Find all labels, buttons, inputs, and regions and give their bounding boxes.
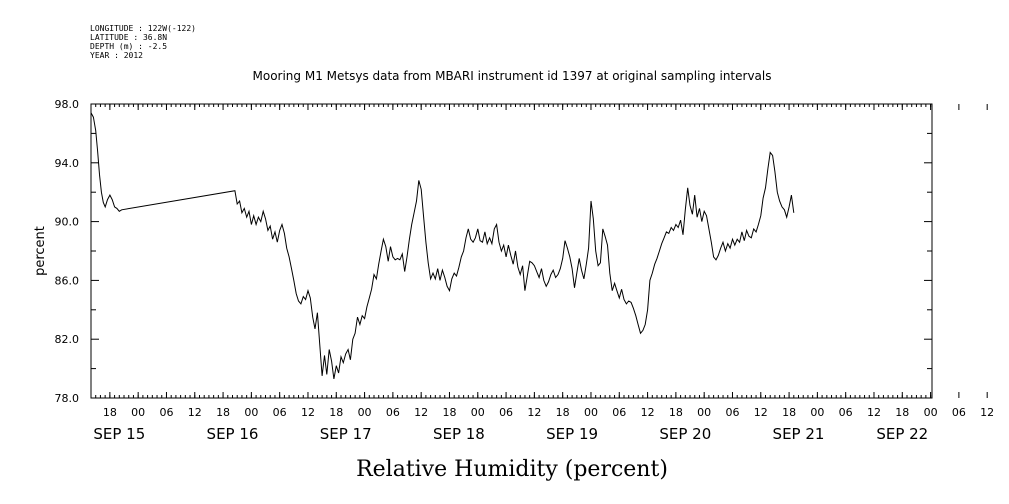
y-tick-label: 78.0 xyxy=(55,392,80,405)
x-hour-label: 12 xyxy=(641,406,655,419)
x-hour-label: 12 xyxy=(867,406,881,419)
x-hour-label: 18 xyxy=(895,406,909,419)
x-hour-label: 00 xyxy=(471,406,485,419)
year-text: YEAR : 2012 xyxy=(90,51,143,60)
x-hour-label: 06 xyxy=(839,406,853,419)
x-day-label: SEP 21 xyxy=(773,425,825,443)
x-hour-label: 18 xyxy=(442,406,456,419)
x-hour-label: 18 xyxy=(782,406,796,419)
x-axis: 18 00 06 12 18 00 06 12 18 00 06 12 18 00 06 12 18 00 06 12… xyxy=(93,104,1009,443)
x-hour-label: 18 xyxy=(216,406,230,419)
x-hour-label: 00 xyxy=(584,406,598,419)
x-hour-label: 06 xyxy=(725,406,739,419)
x-hour-label: 18 xyxy=(103,406,117,419)
x-hour-label: 00 xyxy=(358,406,372,419)
depth-text: DEPTH (m) : -2.5 xyxy=(90,42,167,51)
x-hour-label: 06 xyxy=(499,406,513,419)
x-hour-label: 00 xyxy=(810,406,824,419)
y-tick-label: 90.0 xyxy=(55,216,80,229)
x-hour-label: 06 xyxy=(386,406,400,419)
x-hour-label: 06 xyxy=(159,406,173,419)
x-day-label: SEP 16 xyxy=(207,425,259,443)
y-axis: 78.0 82.0 86.0 90.0 94.0 98.0 xyxy=(55,98,932,405)
plot-frame xyxy=(90,103,933,399)
x-day-label: SEP 17 xyxy=(320,425,372,443)
x-hour-label: 06 xyxy=(273,406,287,419)
metadata-block: LONGITUDE : 122W(-122) LATITUDE : 36.8N … xyxy=(90,24,196,60)
x-day-label: SEP 15 xyxy=(93,425,145,443)
y-tick-label: 94.0 xyxy=(55,157,80,170)
x-hour-label: 18 xyxy=(556,406,570,419)
x-hour-label: 18 xyxy=(329,406,343,419)
y-tick-label: 86.0 xyxy=(55,274,80,287)
x-hour-label: 18 xyxy=(669,406,683,419)
x-hour-label: 00 xyxy=(697,406,711,419)
y-axis-label: percent xyxy=(33,226,48,276)
x-hour-label: 12 xyxy=(527,406,541,419)
latitude-text: LATITUDE : 36.8N xyxy=(90,33,167,42)
x-hour-label: 00 xyxy=(924,406,938,419)
x-hour-label: 06 xyxy=(952,406,966,419)
x-axis-label: Relative Humidity (percent) xyxy=(356,457,668,482)
x-hour-label: 12 xyxy=(188,406,202,419)
x-hour-label: 12 xyxy=(414,406,428,419)
x-hour-label: 12 xyxy=(301,406,315,419)
x-day-label: SEP 18 xyxy=(433,425,485,443)
longitude-text: LONGITUDE : 122W(-122) xyxy=(90,24,196,33)
y-tick-label: 82.0 xyxy=(55,333,80,346)
x-day-label: SEP 22 xyxy=(876,425,928,443)
y-tick-label: 98.0 xyxy=(55,98,80,111)
humidity-series-line xyxy=(90,112,795,379)
x-hour-label: 12 xyxy=(980,406,994,419)
chart-title: Mooring M1 Metsys data from MBARI instru… xyxy=(253,69,772,83)
x-day-label: SEP 19 xyxy=(546,425,598,443)
x-hour-label: 12 xyxy=(754,406,768,419)
x-hour-label: 06 xyxy=(612,406,626,419)
x-day-label: SEP 20 xyxy=(659,425,711,443)
x-hour-label: 00 xyxy=(244,406,258,419)
x-hour-label: 00 xyxy=(131,406,145,419)
